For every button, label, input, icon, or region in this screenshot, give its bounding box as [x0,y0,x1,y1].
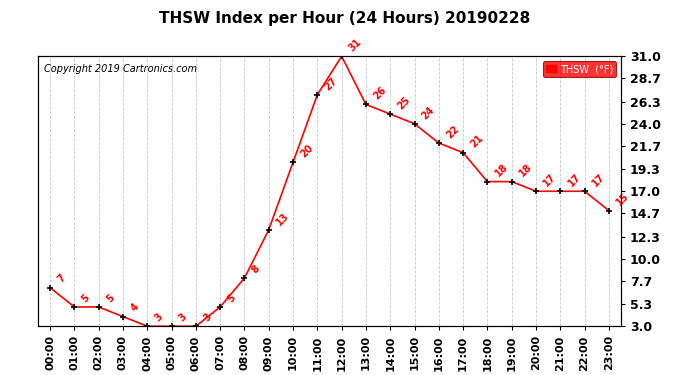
Text: 27: 27 [323,75,339,92]
Text: 24: 24 [420,104,437,121]
Text: Copyright 2019 Cartronics.com: Copyright 2019 Cartronics.com [43,64,197,74]
Legend: THSW  (°F): THSW (°F) [544,61,616,77]
Text: 7: 7 [56,273,68,285]
Text: 17: 17 [542,172,558,189]
Text: 20: 20 [299,143,315,159]
Text: 25: 25 [396,95,413,111]
Text: 26: 26 [371,85,388,102]
Text: 5: 5 [226,292,237,304]
Text: 8: 8 [250,263,262,275]
Text: 18: 18 [493,162,510,179]
Text: THSW Index per Hour (24 Hours) 20190228: THSW Index per Hour (24 Hours) 20190228 [159,11,531,26]
Text: 21: 21 [469,133,485,150]
Text: 13: 13 [275,210,291,227]
Text: 3: 3 [152,312,165,324]
Text: 22: 22 [444,124,461,140]
Text: 3: 3 [177,312,189,324]
Text: 31: 31 [347,37,364,54]
Text: 17: 17 [566,172,582,189]
Text: 5: 5 [80,292,92,304]
Text: 15: 15 [614,191,631,208]
Text: 17: 17 [590,172,607,189]
Text: 3: 3 [201,312,213,324]
Text: 5: 5 [104,292,116,304]
Text: 4: 4 [128,302,140,314]
Text: 18: 18 [518,162,534,179]
